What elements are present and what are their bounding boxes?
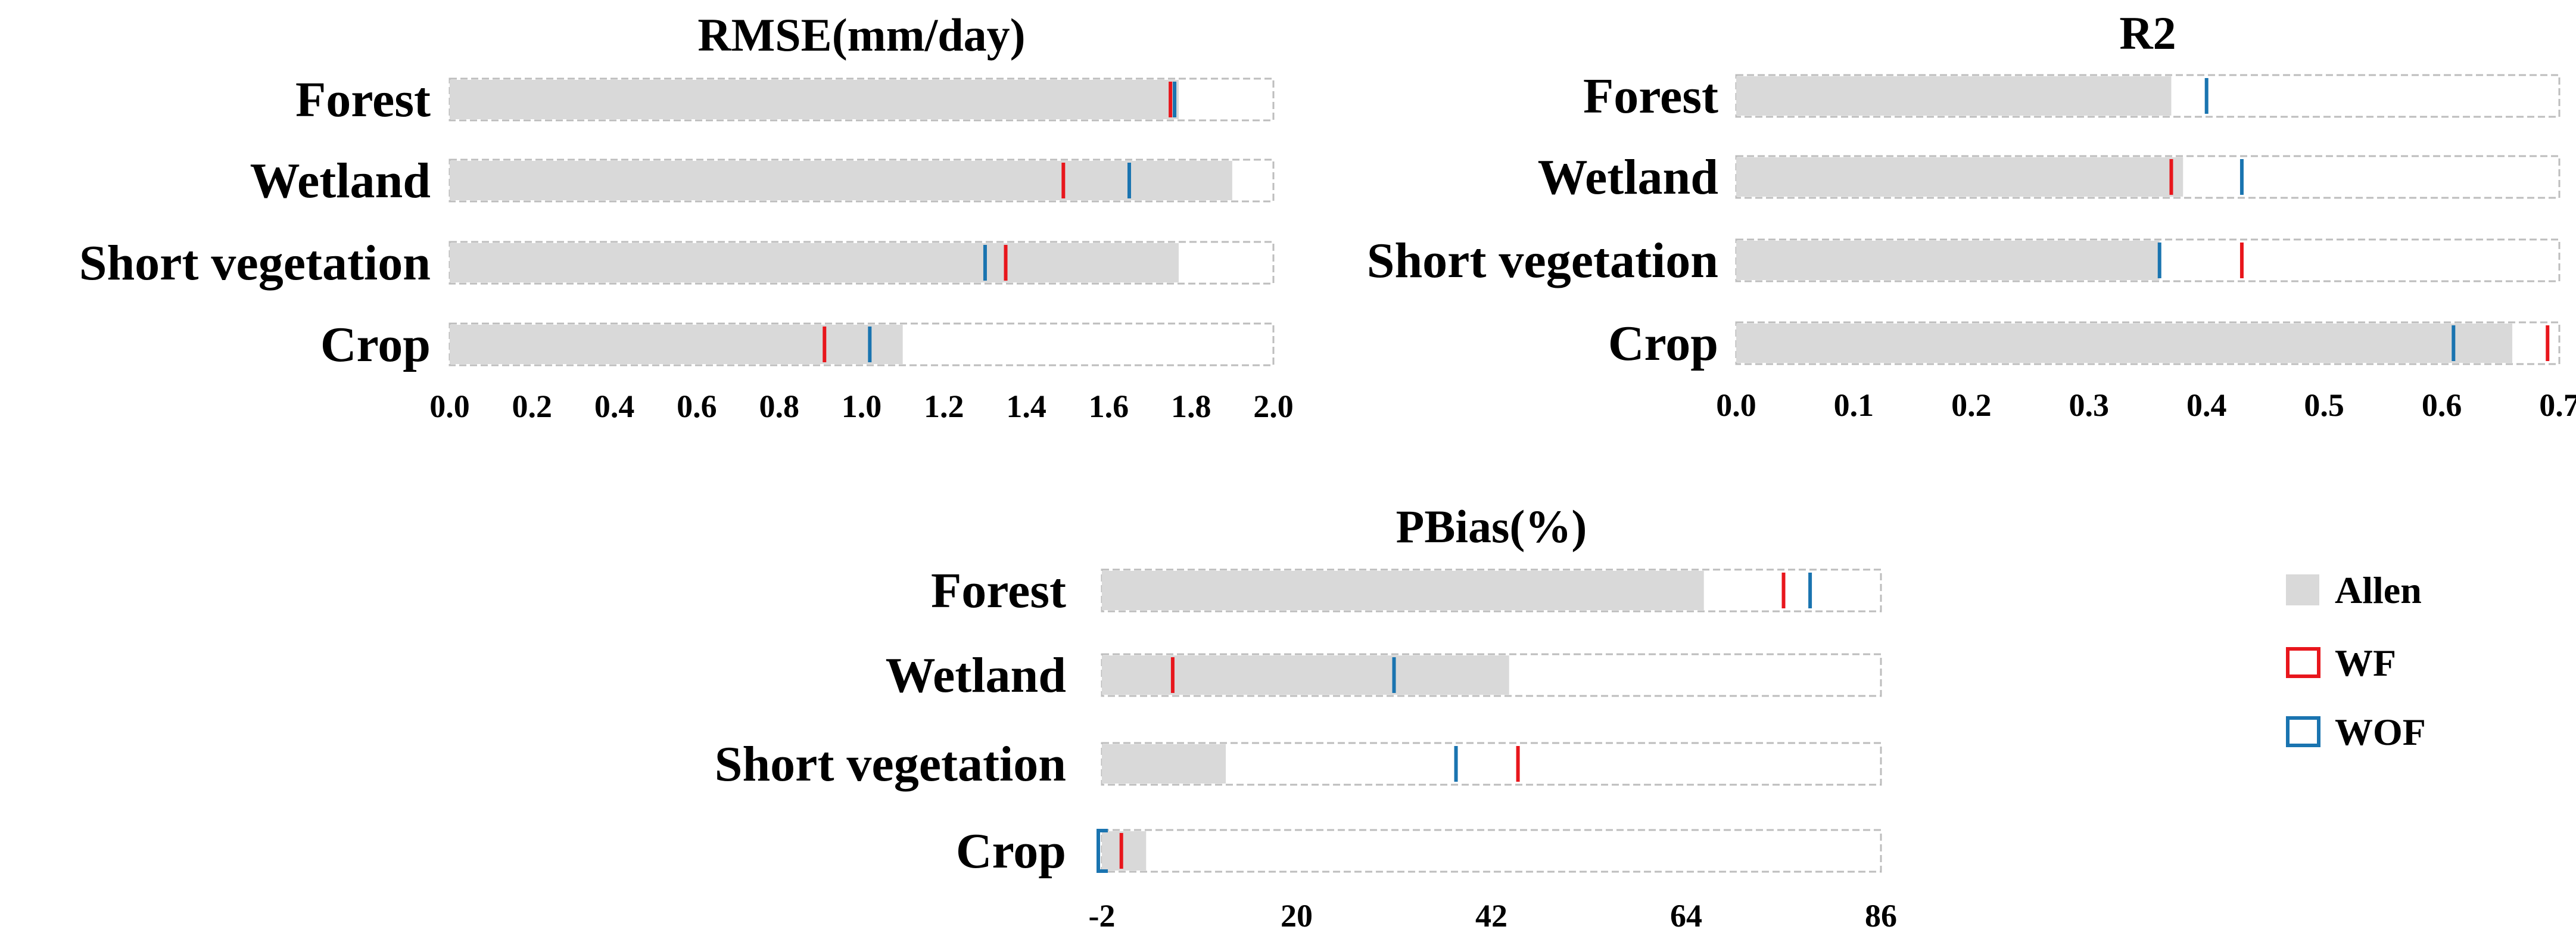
x-tick-label: 1.4 xyxy=(1006,388,1046,424)
marker-wof xyxy=(1097,829,1108,873)
marker-wf xyxy=(1516,746,1520,782)
chart-title: R2 xyxy=(2119,7,2176,59)
x-tick-label: 0.1 xyxy=(1834,387,1874,423)
x-tick-label: 0.8 xyxy=(759,388,799,424)
marker-wf xyxy=(1170,657,1175,693)
marker-wf xyxy=(2239,243,2244,278)
marker-wf xyxy=(1061,163,1066,198)
bar-allen xyxy=(1102,744,1226,784)
x-tick-label: 0.2 xyxy=(1951,387,1992,423)
marker-wf xyxy=(2169,159,2173,195)
marker-wf xyxy=(2546,325,2550,361)
legend-label: WOF xyxy=(2335,711,2426,753)
marker-wf xyxy=(1781,573,1786,608)
legend: Allen WF WOF xyxy=(2286,569,2426,753)
category-label: Short vegetation xyxy=(1367,233,1718,288)
category-label: Forest xyxy=(1583,69,1718,124)
x-tick-label: 1.0 xyxy=(842,388,882,424)
x-tick-label: 0.6 xyxy=(2422,387,2462,423)
chart-title: PBias(%) xyxy=(1396,501,1587,552)
bar-allen xyxy=(1736,241,2160,280)
x-tick-label: 64 xyxy=(1670,898,1702,934)
category-label: Wetland xyxy=(1538,150,1718,205)
bar-track xyxy=(1101,829,1882,873)
x-tick-label: 0.2 xyxy=(512,388,553,424)
marker-wf xyxy=(1119,833,1123,869)
x-tick-label: 0.3 xyxy=(2069,387,2110,423)
x-tick-label: 42 xyxy=(1475,898,1507,934)
bar-allen xyxy=(450,243,1179,282)
bar-allen xyxy=(450,325,903,364)
panel-2: R2 Forest Wetland Short vegetation Crop 0.0 0.… xyxy=(1367,7,2576,423)
bar-allen xyxy=(1102,831,1147,871)
x-tick-label: 0.0 xyxy=(429,388,470,424)
marker-wof xyxy=(868,327,872,362)
bar-allen xyxy=(1736,324,2513,363)
legend-label: Allen xyxy=(2335,569,2422,611)
category-label: Wetland xyxy=(250,153,431,209)
bar-allen xyxy=(1736,76,2172,116)
marker-wof xyxy=(1173,82,1177,117)
bar-allen xyxy=(1102,571,1704,610)
x-tick-label: 0.7 xyxy=(2539,387,2576,423)
x-tick-label: 1.6 xyxy=(1089,388,1129,424)
x-tick-label: -2 xyxy=(1089,898,1116,934)
legend-swatch-wf xyxy=(2286,647,2320,678)
legend-swatch-allen xyxy=(2286,574,2319,605)
marker-wof xyxy=(2204,78,2209,114)
marker-wof xyxy=(2452,325,2456,361)
legend-label: WF xyxy=(2335,642,2396,684)
marker-wof xyxy=(1454,746,1458,782)
x-tick-label: 2.0 xyxy=(1253,388,1294,424)
panel-1: RMSE(mm/day) Forest Wetland Short vegetatio… xyxy=(79,9,1294,424)
marker-wof xyxy=(2239,159,2244,195)
marker-wf xyxy=(1169,82,1173,117)
marker-wof xyxy=(1392,657,1396,693)
bar-allen xyxy=(450,80,1179,119)
x-tick-label: 20 xyxy=(1281,898,1313,934)
category-label: Crop xyxy=(1608,316,1718,371)
x-tick-label: 86 xyxy=(1865,898,1897,934)
category-label: Forest xyxy=(931,563,1066,618)
bar-allen xyxy=(1736,157,2183,197)
x-tick-label: 1.8 xyxy=(1171,388,1211,424)
marker-wf xyxy=(1004,245,1008,281)
chart-title: RMSE(mm/day) xyxy=(697,9,1025,61)
marker-wof xyxy=(1808,573,1812,608)
category-label: Short vegetation xyxy=(715,736,1066,792)
marker-wof xyxy=(1127,163,1131,198)
marker-wf xyxy=(823,327,827,362)
x-tick-label: 1.2 xyxy=(924,388,964,424)
x-tick-label: 0.5 xyxy=(2304,387,2344,423)
panel-3: PBias(%) Forest Wetland Short vegetation Cro… xyxy=(715,501,1897,934)
x-tick-label: 0.4 xyxy=(2186,387,2227,423)
marker-wof xyxy=(983,245,987,281)
category-label: Forest xyxy=(295,72,431,128)
bar-track xyxy=(1101,742,1882,786)
marker-wof xyxy=(2157,243,2161,278)
category-label: Crop xyxy=(956,823,1066,879)
bar-allen xyxy=(1102,655,1509,695)
category-label: Crop xyxy=(320,317,431,372)
category-label: Short vegetation xyxy=(79,235,431,291)
legend-swatch-wof xyxy=(2286,716,2320,747)
category-label: Wetland xyxy=(886,648,1066,703)
x-tick-label: 0.6 xyxy=(677,388,717,424)
x-tick-label: 0.4 xyxy=(594,388,635,424)
x-tick-label: 0.0 xyxy=(1716,387,1756,423)
bar-allen xyxy=(450,161,1232,200)
